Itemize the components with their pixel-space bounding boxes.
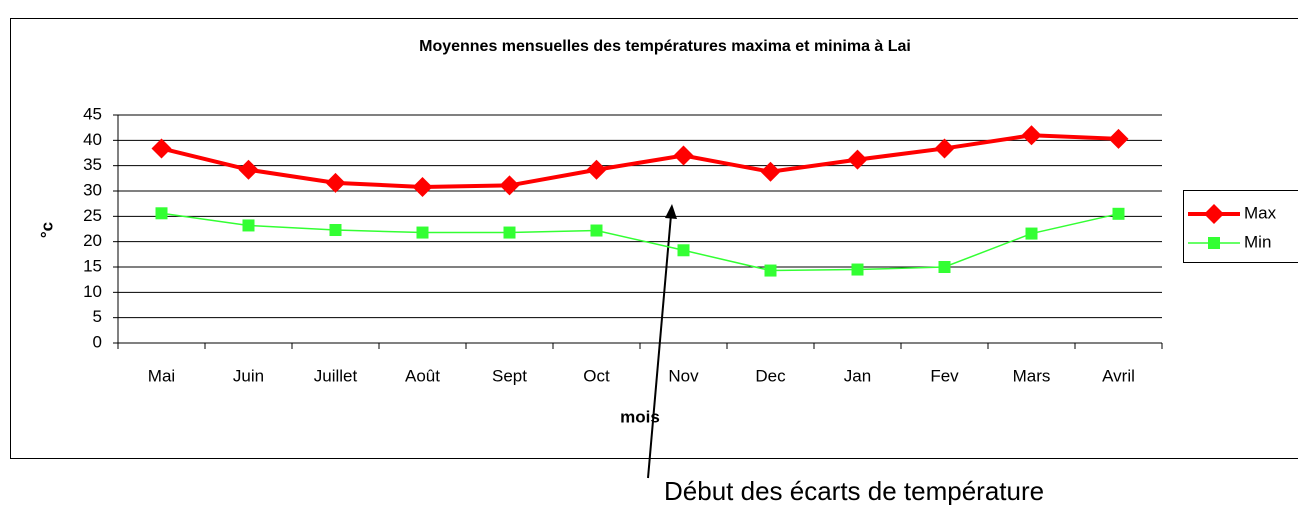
y-tick-label: 40	[83, 130, 102, 149]
data-point	[1025, 227, 1038, 240]
data-point	[677, 244, 690, 257]
y-tick-label: 15	[83, 256, 102, 275]
chart-frame	[10, 18, 1298, 459]
x-tick-label: Fev	[930, 366, 959, 385]
data-point	[586, 159, 607, 180]
data-point	[1021, 125, 1042, 146]
legend-marker	[1204, 204, 1224, 224]
x-tick-label: Mai	[148, 366, 175, 385]
y-tick-label: 35	[83, 155, 102, 174]
legend-box	[1183, 190, 1298, 263]
x-tick-label: Sept	[492, 366, 527, 385]
y-tick-label: 30	[83, 180, 102, 199]
data-point	[847, 149, 868, 170]
data-point	[764, 264, 777, 277]
series-line	[161, 212, 1119, 272]
data-point	[412, 176, 433, 197]
y-tick-label: 0	[93, 332, 102, 351]
data-point	[329, 224, 342, 237]
chart-title: Moyennes mensuelles des températures max…	[419, 38, 911, 55]
data-point	[1108, 128, 1129, 149]
data-point	[1112, 207, 1125, 220]
x-tick-label: Juillet	[314, 366, 358, 385]
x-tick-label: Oct	[583, 366, 610, 385]
legend-label: Max	[1244, 203, 1277, 222]
y-axis-label: °c	[37, 222, 56, 238]
y-tick-label: 25	[83, 206, 102, 225]
y-tick-label: 45	[83, 104, 102, 123]
data-point	[760, 161, 781, 182]
annotation-arrow	[647, 214, 672, 479]
x-tick-label: Juin	[233, 366, 264, 385]
data-point	[325, 172, 346, 193]
x-tick-label: Août	[405, 366, 440, 385]
data-point	[416, 226, 429, 239]
legend-marker	[1208, 237, 1220, 249]
legend-label: Min	[1244, 232, 1271, 251]
x-tick-label: Jan	[844, 366, 871, 385]
data-point	[934, 138, 955, 159]
data-point	[673, 145, 694, 166]
data-point	[155, 207, 168, 220]
data-point	[590, 224, 603, 237]
y-tick-label: 10	[83, 282, 102, 301]
y-tick-label: 5	[93, 307, 102, 326]
data-point	[242, 219, 255, 232]
series-line	[161, 133, 1119, 189]
data-point	[851, 263, 864, 276]
annotation: Début des écarts de température	[664, 476, 1044, 505]
y-tick-label: 20	[83, 231, 102, 250]
annotation-arrowhead	[665, 204, 677, 219]
data-point	[938, 261, 951, 273]
data-point	[151, 138, 172, 159]
data-point	[503, 226, 516, 239]
x-tick-label: Nov	[668, 366, 699, 385]
x-tick-label: Dec	[755, 366, 786, 385]
x-axis-label: mois	[620, 407, 660, 426]
data-point	[499, 175, 520, 196]
x-tick-label: Mars	[1013, 366, 1051, 385]
x-tick-label: Avril	[1102, 366, 1135, 385]
data-point	[238, 159, 259, 180]
